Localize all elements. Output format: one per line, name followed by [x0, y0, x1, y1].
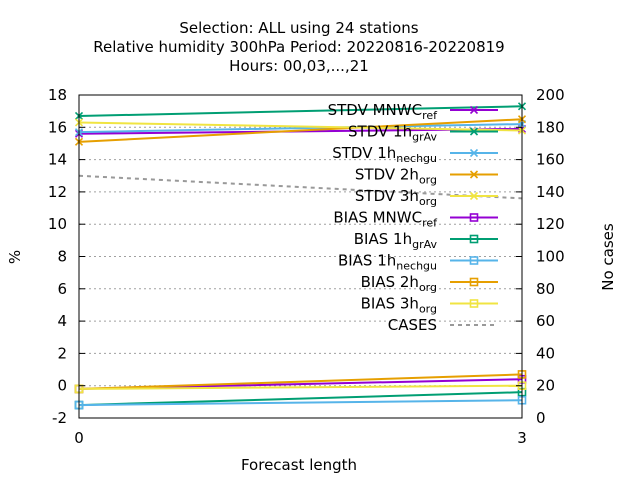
legend-label-sub: org — [419, 303, 437, 316]
legend-label-sub: org — [419, 195, 437, 208]
y2-tick-label: 0 — [536, 409, 546, 427]
y-tick-label: 18 — [48, 86, 67, 104]
legend-label-sub: grAv — [412, 238, 437, 251]
legend-entry: STDV MNWCref — [328, 101, 498, 122]
legend-label-sub: ref — [422, 217, 438, 230]
legend-label: STDV 2horg — [355, 166, 437, 187]
legend-entry: BIAS 1hgrAv — [354, 230, 498, 251]
y2-axis-label: No cases — [599, 223, 617, 291]
y2-tick-label: 200 — [536, 86, 565, 104]
title-line-2: Relative humidity 300hPa Period: 2022081… — [93, 38, 504, 56]
series-cases — [79, 176, 522, 199]
legend-label-sub: org — [419, 174, 437, 187]
legend-label-sub: nechgu — [396, 152, 437, 165]
legend-entry: STDV 1hnechgu — [332, 144, 498, 165]
legend-entry: CASES — [388, 316, 498, 334]
legend-label-sub: ref — [422, 109, 438, 122]
series-bias-mnwc-ref — [76, 376, 526, 393]
x-tick-label: 3 — [517, 429, 527, 447]
y2-tick-label: 80 — [536, 280, 555, 298]
legend-label-main: STDV 1h — [332, 144, 396, 162]
y-tick-label: 0 — [57, 377, 67, 395]
legend-label-main: STDV 3h — [355, 187, 419, 205]
legend-label-main: BIAS 1h — [338, 252, 396, 270]
legend-label-main: STDV 1h — [348, 123, 412, 141]
legend-label: BIAS 1hnechgu — [338, 252, 437, 273]
y-tick-label: 14 — [48, 151, 67, 169]
legend-label: STDV 1hnechgu — [332, 144, 437, 165]
series-bias-1h-grav — [76, 389, 526, 409]
y-tick-label: -2 — [52, 409, 67, 427]
legend-label-sub: org — [419, 281, 437, 294]
y2-tick-label: 160 — [536, 151, 565, 169]
legend-label-main: BIAS 1h — [354, 230, 412, 248]
y-axis-label: % — [6, 250, 24, 264]
legend-entry: BIAS MNWCref — [333, 209, 498, 230]
legend-entry: STDV 3horg — [355, 187, 498, 208]
title-line-3: Hours: 00,03,...,21 — [229, 57, 369, 75]
x-tick-label: 0 — [74, 429, 84, 447]
y2-tick-label: 100 — [536, 248, 565, 266]
y2-tick-label: 20 — [536, 377, 555, 395]
legend-entry: BIAS 3horg — [361, 295, 498, 316]
grid — [79, 127, 522, 385]
legend-label: BIAS 3horg — [361, 295, 437, 316]
y-tick-label: 2 — [57, 344, 67, 362]
legend-label-sub: grAv — [412, 131, 437, 144]
legend-label: CASES — [388, 316, 437, 334]
legend-label-sub: nechgu — [396, 260, 437, 273]
y2-tick-label: 180 — [536, 118, 565, 136]
legend-entry: BIAS 2horg — [361, 273, 498, 294]
legend-label-main: BIAS MNWC — [333, 209, 422, 227]
y-tick-label: 4 — [57, 312, 67, 330]
legend-label-main: BIAS 2h — [361, 273, 419, 291]
series-line — [79, 122, 522, 130]
legend-label-main: STDV MNWC — [328, 101, 422, 119]
legend-label: BIAS MNWCref — [333, 209, 438, 230]
y2-tick-label: 140 — [536, 183, 565, 201]
legend-label: STDV 3horg — [355, 187, 437, 208]
legend-label-main: BIAS 3h — [361, 295, 419, 313]
chart-title: Selection: ALL using 24 stations Relativ… — [93, 19, 504, 75]
series-line — [79, 106, 522, 116]
x-axis-label: Forecast length — [241, 456, 357, 474]
legend-entry: STDV 2horg — [355, 166, 498, 187]
y-tick-label: 16 — [48, 118, 67, 136]
y-tick-label: 8 — [57, 248, 67, 266]
series-line — [79, 176, 522, 199]
series-stdv-1h-grav — [76, 103, 526, 120]
legend-entry: BIAS 1hnechgu — [338, 252, 498, 273]
series-lines — [76, 103, 526, 409]
legend-label: BIAS 1hgrAv — [354, 230, 438, 251]
y2-tick-label: 120 — [536, 215, 565, 233]
y-tick-label: 10 — [48, 215, 67, 233]
y2-tick-label: 40 — [536, 344, 555, 362]
y-tick-label: 6 — [57, 280, 67, 298]
y-tick-label: 12 — [48, 183, 67, 201]
y2-tick-label: 60 — [536, 312, 555, 330]
title-line-1: Selection: ALL using 24 stations — [179, 19, 418, 37]
legend-label: STDV MNWCref — [328, 101, 439, 122]
legend-label: BIAS 2horg — [361, 273, 437, 294]
legend-label-main: STDV 2h — [355, 166, 419, 184]
